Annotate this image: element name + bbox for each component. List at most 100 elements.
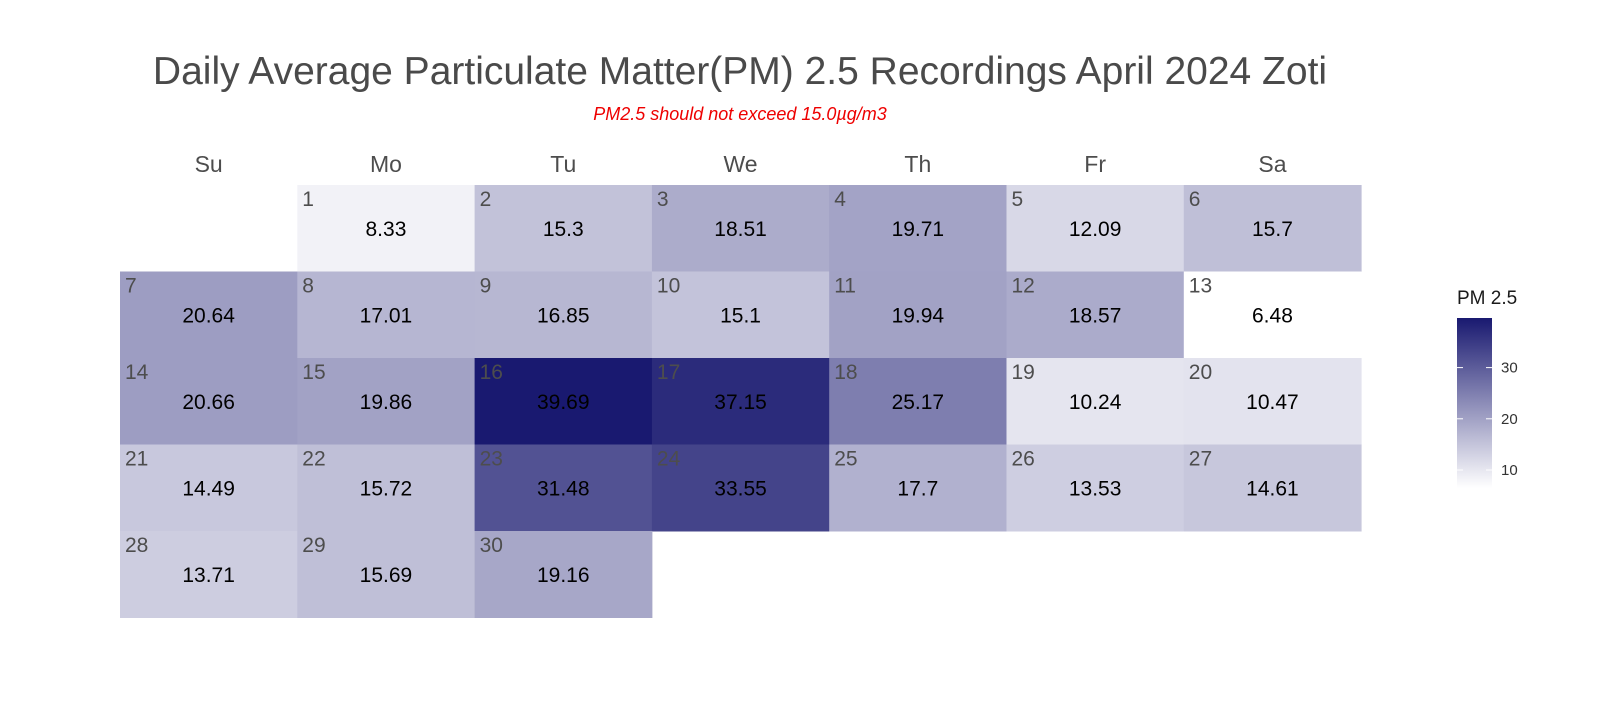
weekday-label-tu: Tu	[550, 151, 576, 177]
cell-value-label: 13.71	[182, 564, 235, 587]
calendar-cell-20: 20 10.47	[1183, 358, 1362, 445]
cell-fill	[120, 444, 298, 532]
cell-fill	[829, 444, 1007, 532]
cell-value-label: 6.48	[1252, 305, 1293, 328]
calendar-cell-19: 19 10.24	[1006, 358, 1185, 445]
day-number-label: 20	[1189, 361, 1212, 384]
calendar-cell-11: 11 19.94	[829, 271, 1007, 359]
cell-fill	[120, 271, 298, 359]
day-number-label: 11	[834, 275, 856, 298]
cell-value-label: 19.71	[892, 218, 945, 241]
cell-value-label: 15.7	[1252, 218, 1293, 241]
calendar-cell-18: 18 25.17	[829, 358, 1007, 445]
cell-fill	[829, 271, 1007, 359]
cell-fill	[1183, 444, 1362, 532]
legend-colorbar	[1457, 318, 1492, 488]
day-number-label: 6	[1189, 188, 1201, 211]
cell-fill	[1006, 444, 1185, 532]
day-number-label: 25	[834, 448, 857, 471]
cell-value-label: 31.48	[537, 478, 590, 501]
day-number-label: 18	[834, 361, 857, 384]
cell-value-label: 20.64	[182, 305, 235, 328]
cell-value-label: 14.61	[1246, 478, 1299, 501]
cell-fill	[297, 444, 476, 532]
weekday-label-fr: Fr	[1084, 151, 1106, 177]
cell-value-label: 8.33	[366, 218, 407, 241]
calendar-cell-30: 30 19.16	[474, 531, 653, 618]
day-number-label: 21	[125, 448, 148, 471]
legend-title: PM 2.5	[1457, 288, 1517, 309]
cell-value-label: 15.3	[543, 218, 584, 241]
cell-fill	[1006, 271, 1185, 359]
day-number-label: 13	[1189, 275, 1212, 298]
cell-value-label: 37.15	[714, 391, 767, 414]
cell-fill	[120, 531, 298, 618]
day-number-label: 12	[1012, 275, 1035, 298]
calendar-cell-3: 318.51	[651, 185, 830, 272]
weekday-header: Su Mo Tu We Th Fr Sa	[195, 151, 1287, 177]
cell-fill	[297, 185, 476, 272]
cell-fill	[651, 444, 830, 532]
day-number-label: 1	[302, 188, 314, 211]
cell-value-label: 19.86	[360, 391, 413, 414]
cell-value-label: 39.69	[537, 391, 590, 414]
cell-fill	[474, 271, 653, 359]
cell-value-label: 10.47	[1246, 391, 1299, 414]
cell-fill	[1183, 271, 1362, 359]
cell-value-label: 10.24	[1069, 391, 1122, 414]
cell-value-label: 18.51	[714, 218, 767, 241]
cell-value-label: 13.53	[1069, 478, 1122, 501]
cell-value-label: 19.16	[537, 564, 590, 587]
day-number-label: 8	[302, 275, 314, 298]
day-number-label: 30	[480, 534, 503, 557]
day-number-label: 14	[125, 361, 149, 384]
day-number-label: 27	[1189, 448, 1212, 471]
calendar-cell-6: 615.7	[1183, 185, 1362, 272]
calendar-cell-25: 25 17.7	[829, 444, 1007, 532]
cell-fill	[474, 358, 653, 445]
day-number-label: 19	[1012, 361, 1035, 384]
cell-value-label: 20.66	[182, 391, 235, 414]
cell-fill	[120, 358, 298, 445]
cell-value-label: 15.72	[360, 478, 413, 501]
day-number-label: 7	[125, 275, 137, 298]
calendar-cell-27: 27 14.61	[1183, 444, 1362, 532]
calendar-cell-1: 18.33	[297, 185, 476, 272]
calendar-cells: 18.33215.3318.51419.71512.09615.7720.648…	[120, 185, 1362, 618]
weekday-label-sa: Sa	[1258, 151, 1286, 177]
calendar-cell-22: 22 15.72	[297, 444, 476, 532]
cell-fill	[1006, 358, 1185, 445]
day-number-label: 26	[1012, 448, 1035, 471]
cell-value-label: 16.85	[537, 305, 590, 328]
legend-tick-label: 10	[1501, 462, 1518, 479]
cell-fill	[1183, 358, 1362, 445]
cell-fill	[297, 531, 476, 618]
weekday-label-mo: Mo	[370, 151, 402, 177]
calendar-cell-5: 512.09	[1006, 185, 1185, 272]
weekday-label-th: Th	[904, 151, 931, 177]
cell-fill	[651, 271, 830, 359]
calendar-cell-16: 16 39.69	[474, 358, 653, 445]
cell-value-label: 17.01	[360, 305, 413, 328]
cell-value-label: 19.94	[892, 305, 945, 328]
calendar-cell-13: 136.48	[1183, 271, 1362, 359]
day-number-label: 16	[480, 361, 503, 384]
cell-value-label: 15.1	[720, 305, 761, 328]
legend: PM 2.5 10 20 30	[1457, 288, 1518, 488]
calendar-cell-23: 23 31.48	[474, 444, 653, 532]
calendar-cell-9: 916.85	[474, 271, 653, 359]
cell-fill	[297, 358, 476, 445]
cell-value-label: 14.49	[182, 478, 235, 501]
day-number-label: 23	[480, 448, 503, 471]
cell-fill	[1006, 185, 1185, 272]
day-number-label: 5	[1012, 188, 1024, 211]
legend-tick-label: 20	[1501, 411, 1518, 428]
calendar-cell-24: 24 33.55	[651, 444, 830, 532]
day-number-label: 3	[657, 188, 669, 211]
calendar-cell-15: 15 19.86	[297, 358, 476, 445]
cell-fill	[474, 185, 653, 272]
legend-tick-label: 30	[1501, 360, 1518, 377]
calendar-cell-2: 215.3	[474, 185, 653, 272]
calendar-cell-14: 14 20.66	[120, 358, 298, 445]
